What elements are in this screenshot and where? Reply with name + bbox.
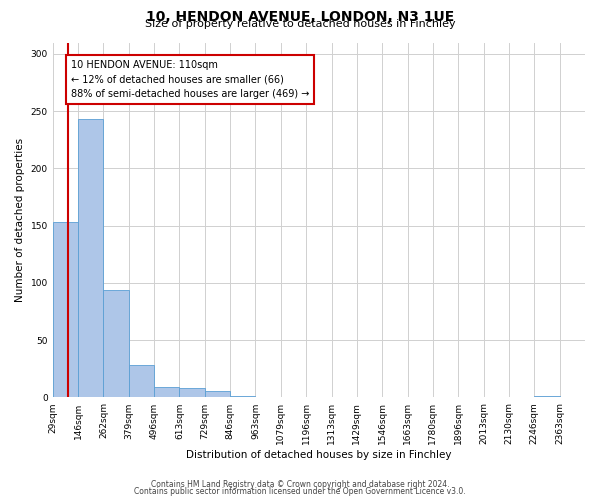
Bar — [205, 390, 230, 398]
Bar — [535, 396, 560, 398]
Text: Contains HM Land Registry data © Crown copyright and database right 2024.: Contains HM Land Registry data © Crown c… — [151, 480, 449, 489]
Bar — [103, 290, 129, 398]
Text: 10 HENDON AVENUE: 110sqm
← 12% of detached houses are smaller (66)
88% of semi-d: 10 HENDON AVENUE: 110sqm ← 12% of detach… — [71, 60, 309, 100]
Bar — [78, 119, 103, 398]
Bar — [53, 222, 78, 398]
Bar — [179, 388, 205, 398]
Text: Contains public sector information licensed under the Open Government Licence v3: Contains public sector information licen… — [134, 487, 466, 496]
Bar — [129, 366, 154, 398]
Text: Size of property relative to detached houses in Finchley: Size of property relative to detached ho… — [145, 19, 455, 29]
Bar — [230, 396, 256, 398]
Y-axis label: Number of detached properties: Number of detached properties — [15, 138, 25, 302]
X-axis label: Distribution of detached houses by size in Finchley: Distribution of detached houses by size … — [186, 450, 452, 460]
Bar — [154, 387, 179, 398]
Text: 10, HENDON AVENUE, LONDON, N3 1UE: 10, HENDON AVENUE, LONDON, N3 1UE — [146, 10, 454, 24]
